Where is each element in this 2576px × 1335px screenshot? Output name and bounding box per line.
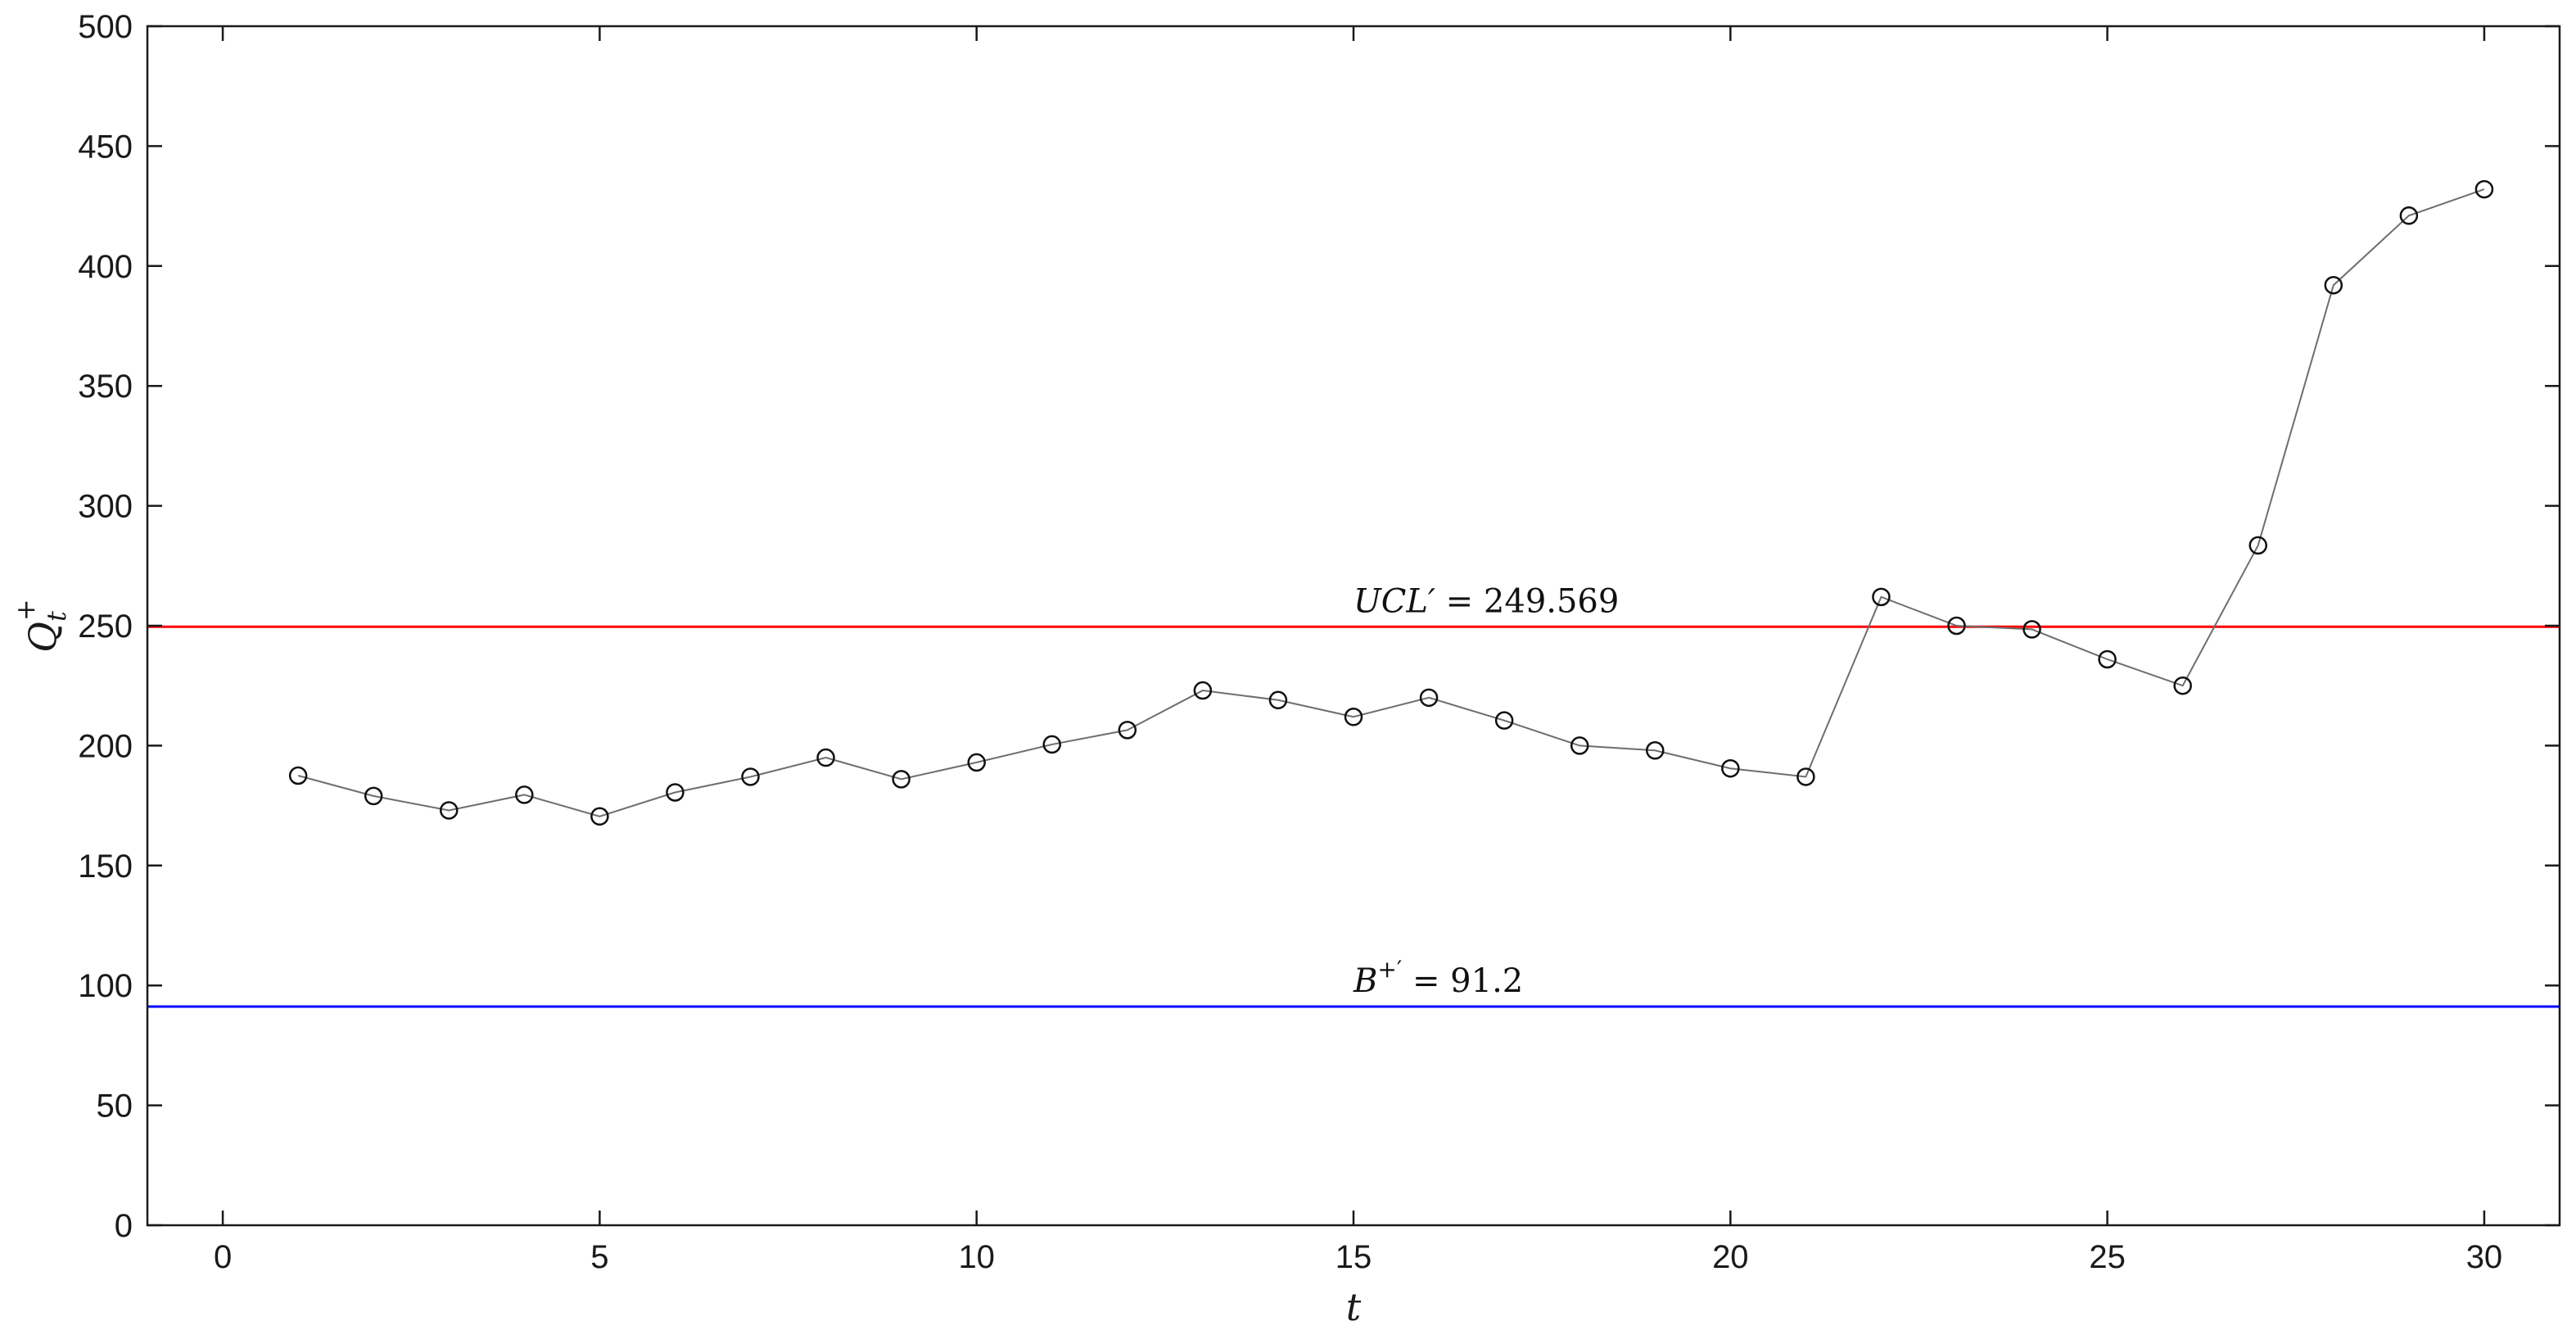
data-point bbox=[1721, 758, 1740, 778]
data-point bbox=[1193, 681, 1213, 700]
data-point bbox=[1646, 741, 1665, 760]
data-point bbox=[590, 807, 609, 826]
y-axis-label-sub: t bbox=[41, 611, 72, 622]
data-point bbox=[288, 766, 308, 785]
svg-text:Qt+: Qt+ bbox=[10, 599, 72, 652]
y-axis-label-main: Q bbox=[20, 622, 65, 653]
data-point bbox=[1872, 587, 1891, 607]
data-point bbox=[2098, 649, 2117, 669]
data-point bbox=[440, 801, 459, 820]
data-point bbox=[1570, 736, 1589, 755]
y-tick-label: 350 bbox=[78, 369, 133, 405]
data-point bbox=[666, 783, 685, 802]
data-point bbox=[741, 767, 760, 786]
data-point bbox=[892, 770, 911, 789]
data-point bbox=[2248, 536, 2267, 555]
x-tick-label: 30 bbox=[2466, 1239, 2503, 1275]
y-tick-label: 100 bbox=[78, 968, 133, 1004]
data-point bbox=[967, 753, 986, 772]
ref-label-symbol: B bbox=[1353, 962, 1377, 1000]
data-point bbox=[2399, 206, 2419, 225]
series-line bbox=[297, 188, 2485, 817]
y-tick-label: 250 bbox=[78, 609, 133, 645]
y-tick-label: 500 bbox=[78, 9, 133, 45]
y-tick-label: 200 bbox=[78, 728, 133, 764]
data-point bbox=[2474, 179, 2494, 199]
data-point bbox=[1419, 688, 1439, 708]
y-tick-label: 450 bbox=[78, 129, 133, 165]
ticks: 0 5 10 15 20 25 300501001502002503003504004505… bbox=[78, 9, 2560, 1275]
ref-label-symbol: UCL′ bbox=[1354, 582, 1435, 620]
data-point bbox=[1042, 735, 1061, 754]
y-axis-label-sup: + bbox=[10, 599, 41, 621]
data-point bbox=[364, 786, 383, 806]
x-axis-label: t bbox=[1346, 1285, 1362, 1329]
data-point bbox=[1268, 690, 1288, 710]
data-point bbox=[2022, 620, 2041, 639]
ref-label-superscript: +′ bbox=[1377, 956, 1402, 983]
data-point bbox=[1118, 721, 1137, 740]
y-axis-label: Qt+ bbox=[10, 599, 72, 652]
data-point bbox=[515, 785, 534, 804]
b-plus-label: B+′ = 91.2 bbox=[1353, 956, 1523, 1000]
x-tick-label: 0 bbox=[214, 1239, 232, 1275]
y-tick-label: 300 bbox=[78, 489, 133, 525]
data-point bbox=[1796, 767, 1815, 786]
reference-lines: UCL′ = 249.569 B+′ = 91.2 bbox=[147, 582, 2560, 1008]
ucl-label: UCL′ = 249.569 bbox=[1354, 582, 1619, 620]
y-tick-label: 0 bbox=[115, 1208, 133, 1244]
data-point bbox=[1947, 616, 1966, 636]
data-point bbox=[1494, 711, 1514, 730]
y-tick-label: 150 bbox=[78, 849, 133, 885]
x-tick-label: 5 bbox=[590, 1239, 608, 1275]
series-layer bbox=[288, 179, 2494, 826]
data-point bbox=[1344, 708, 1363, 726]
data-point bbox=[2173, 676, 2192, 695]
data-point bbox=[816, 748, 835, 767]
data-point bbox=[2324, 275, 2343, 295]
ref-label-value: = 249.569 bbox=[1435, 582, 1619, 620]
x-tick-label: 25 bbox=[2089, 1239, 2126, 1275]
y-tick-label: 50 bbox=[97, 1088, 133, 1125]
y-tick-label: 400 bbox=[78, 249, 133, 285]
x-tick-label: 20 bbox=[1712, 1239, 1749, 1275]
x-tick-label: 15 bbox=[1335, 1239, 1372, 1275]
x-tick-label: 10 bbox=[958, 1239, 995, 1275]
ref-label-value: = 91.2 bbox=[1402, 962, 1523, 1000]
